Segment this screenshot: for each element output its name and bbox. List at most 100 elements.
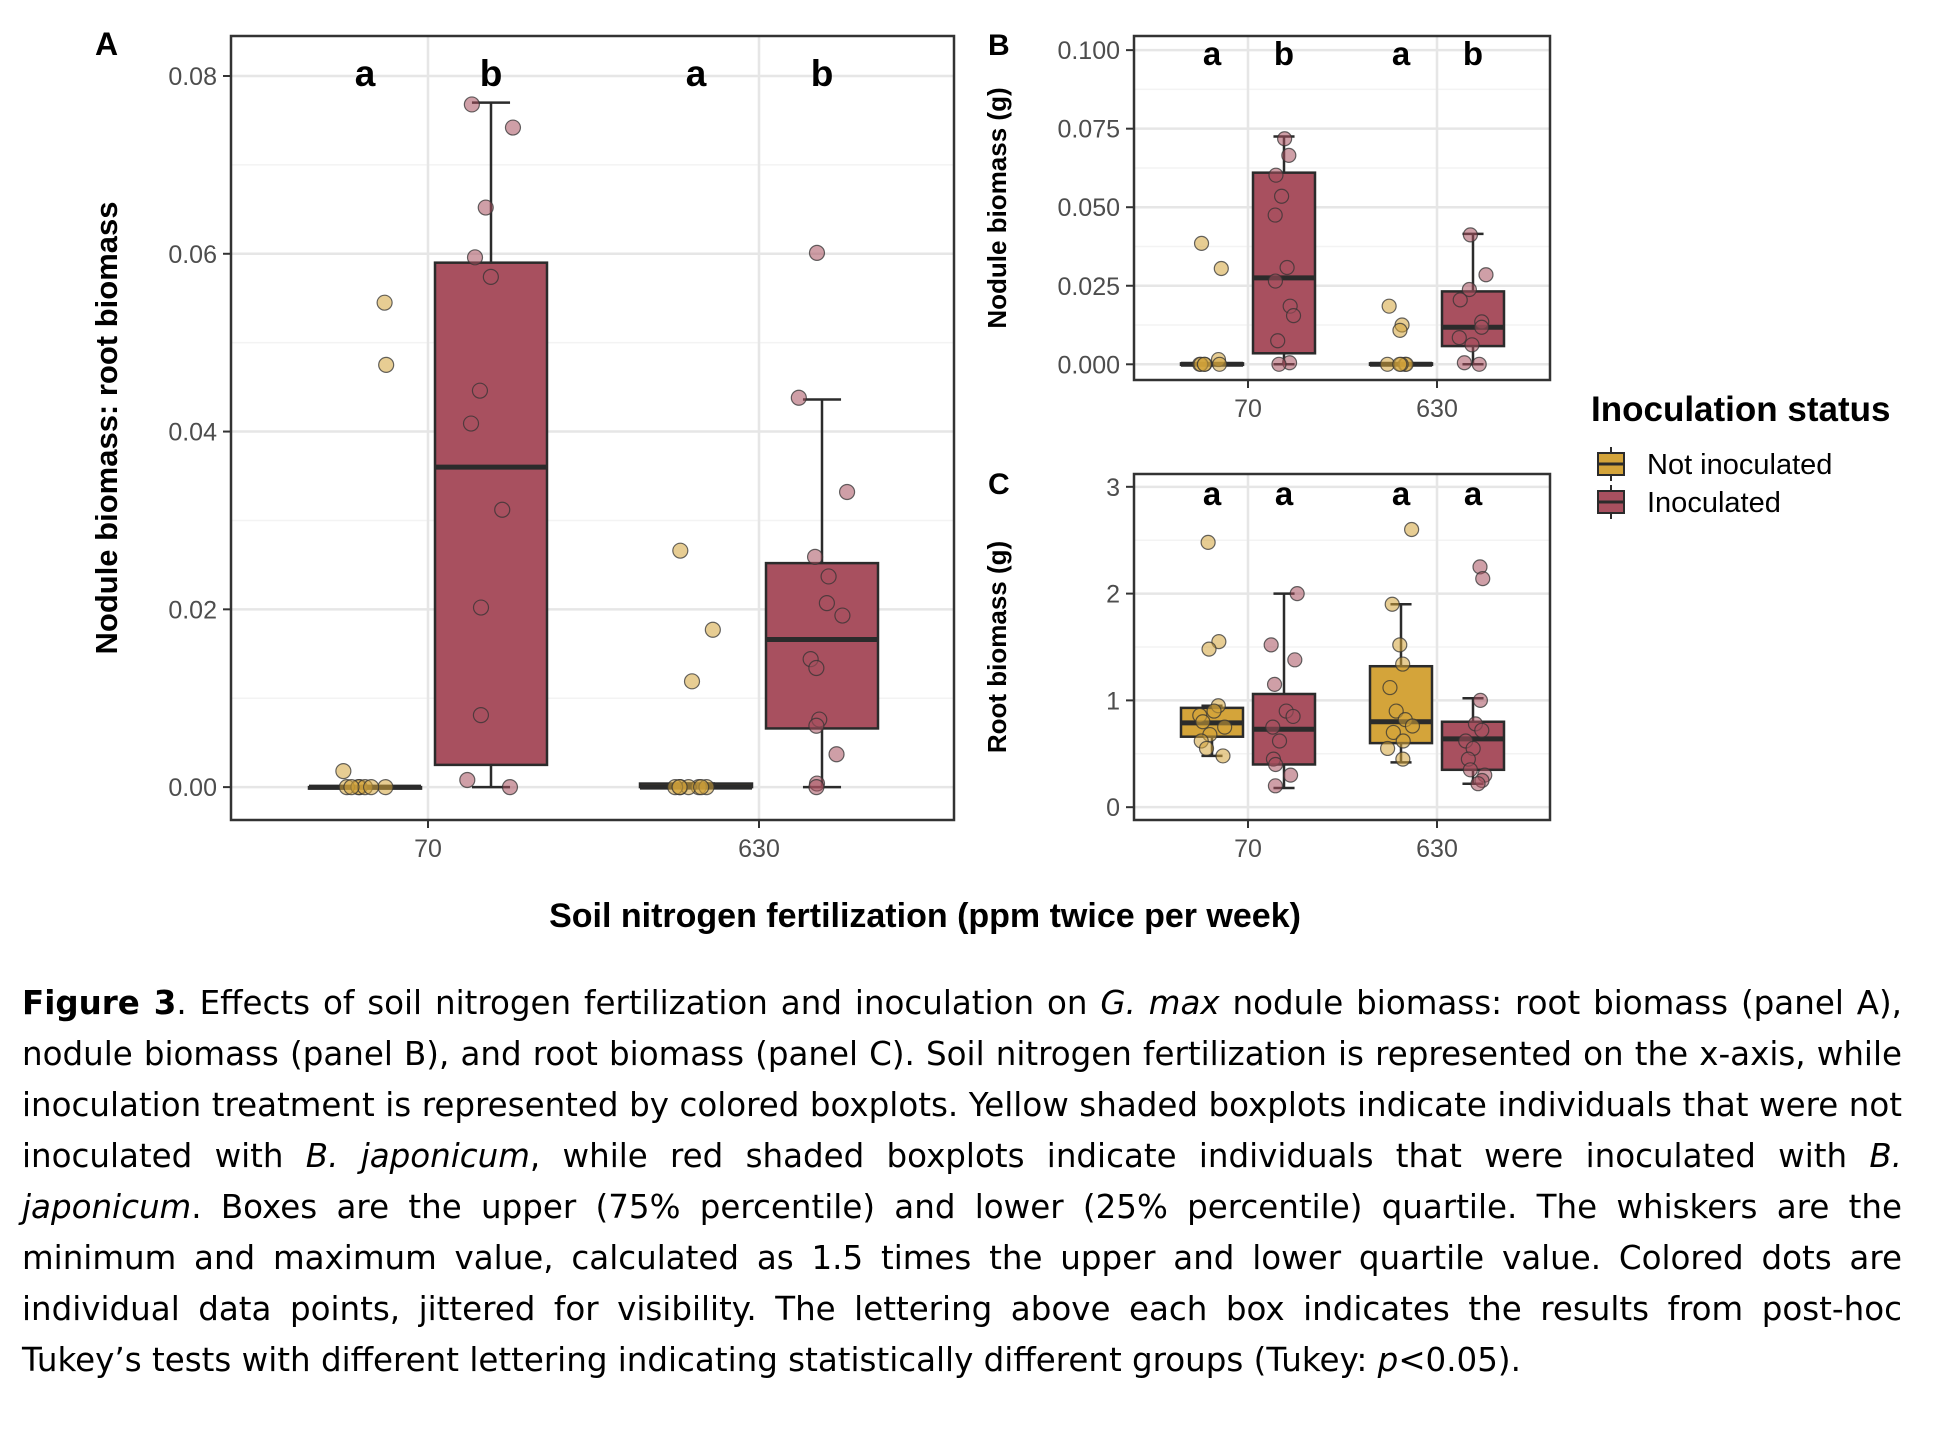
data-point xyxy=(459,771,476,789)
x-axis-label: Soil nitrogen fertilization (ppm twice p… xyxy=(549,897,1301,935)
tukey-letter: b xyxy=(480,53,503,94)
tukey-letter: a xyxy=(1203,35,1222,72)
legend-label: Not inoculated xyxy=(1647,449,1832,481)
data-point xyxy=(1285,708,1301,725)
data-point xyxy=(1271,733,1288,749)
data-point xyxy=(463,96,480,113)
data-point xyxy=(1206,703,1222,719)
data-point xyxy=(806,548,824,565)
data-point xyxy=(1267,756,1284,773)
legend: Inoculation status Not inoculated Inoculat… xyxy=(1591,390,1890,519)
box-b-not-inoculated-630 xyxy=(1368,298,1434,372)
data-point xyxy=(1475,571,1491,587)
data-point xyxy=(834,607,851,624)
figure: 0.00 0.02 0.04 0.06 0.08 70 630 a b a b A Nodule bio… xyxy=(89,26,1890,935)
tukey-letter: a xyxy=(1275,475,1294,512)
data-point xyxy=(504,119,522,136)
data-point xyxy=(1474,722,1490,738)
data-point xyxy=(335,763,352,780)
data-point xyxy=(494,501,511,518)
y-tick-label: 0.08 xyxy=(168,63,217,91)
y-tick-label: 3 xyxy=(1106,474,1120,502)
y-tick-label: 0.04 xyxy=(168,419,217,447)
data-point xyxy=(1381,298,1397,314)
y-tick-label: 2 xyxy=(1106,581,1120,609)
box-b-inoculated-70 xyxy=(1251,131,1317,372)
data-point xyxy=(828,746,845,763)
data-point xyxy=(1452,292,1468,308)
tukey-letter: b xyxy=(1463,35,1483,72)
figure-caption: Figure 3. Effects of soil nitrogen ferti… xyxy=(22,978,1902,1386)
data-point xyxy=(363,779,380,796)
data-point xyxy=(1392,637,1408,653)
box-a-not-inoculated-70 xyxy=(307,294,423,796)
data-point xyxy=(1395,751,1411,767)
data-point xyxy=(671,779,688,796)
box-a-not-inoculated-630 xyxy=(638,542,754,796)
panel-label: B xyxy=(988,29,1010,62)
iqr-box xyxy=(764,561,880,730)
panel-c: 0 1 2 3 70 630 a a a a C Root biomass (g) xyxy=(982,468,1552,863)
data-point xyxy=(1198,740,1215,757)
tukey-letter: a xyxy=(686,53,707,94)
data-point xyxy=(1279,259,1295,276)
data-point xyxy=(790,389,807,406)
y-tick-label: 0.025 xyxy=(1057,273,1120,301)
data-point xyxy=(378,356,395,373)
box-c-inoculated-70 xyxy=(1251,586,1317,794)
caption-italic-term: G. max xyxy=(1100,984,1220,1022)
y-tick-label: 0.00 xyxy=(168,774,217,802)
box-b-not-inoculated-70 xyxy=(1179,235,1245,372)
data-point xyxy=(1274,188,1290,204)
plot-frame xyxy=(1132,34,1552,382)
data-point xyxy=(376,294,393,311)
y-axis-label: Nodule biomass: root biomass xyxy=(89,201,124,654)
data-point xyxy=(1385,724,1401,741)
y-tick-label: 0.06 xyxy=(168,241,217,269)
data-point xyxy=(1215,748,1231,764)
y-axis-label: Root biomass (g) xyxy=(982,541,1012,753)
y-tick-label: 0.050 xyxy=(1057,194,1120,222)
data-point xyxy=(1196,356,1212,372)
plot-frame xyxy=(1132,472,1552,822)
box-c-not-inoculated-630 xyxy=(1368,521,1434,767)
box-a-inoculated-630 xyxy=(764,244,880,796)
data-point xyxy=(1271,356,1287,372)
data-point xyxy=(1395,733,1411,749)
tukey-letter: b xyxy=(1274,35,1294,72)
data-point xyxy=(1470,776,1486,792)
panel-b: 0.000 0.025 0.050 0.075 0.100 70 630 a b a b B Nodul… xyxy=(982,29,1552,423)
data-point xyxy=(808,779,825,796)
data-point xyxy=(1193,235,1210,251)
data-point xyxy=(1392,322,1408,338)
data-point xyxy=(1281,147,1297,163)
data-point xyxy=(1213,260,1229,277)
data-point xyxy=(672,542,689,559)
data-point xyxy=(808,659,825,677)
data-point xyxy=(1265,719,1281,735)
box-c-inoculated-630 xyxy=(1440,559,1506,792)
data-point xyxy=(1472,692,1488,708)
legend-title: Inoculation status xyxy=(1591,390,1890,429)
legend-key xyxy=(1597,485,1625,519)
data-point xyxy=(1404,718,1421,734)
caption-italic-term: B. japonicum xyxy=(22,1137,1903,1226)
data-point xyxy=(1211,356,1228,372)
box-b-inoculated-630 xyxy=(1440,227,1506,372)
data-point xyxy=(1287,652,1303,668)
data-point xyxy=(472,599,490,616)
data-point xyxy=(472,707,490,724)
data-point xyxy=(1282,767,1299,783)
y-tick-label: 0.02 xyxy=(168,596,217,624)
tukey-letter: a xyxy=(1203,475,1222,512)
data-point xyxy=(1277,131,1293,147)
data-point xyxy=(693,779,710,796)
caption-text: . Effects of soil nitrogen fertilization… xyxy=(176,984,1101,1022)
data-point xyxy=(1267,778,1284,794)
x-tick-label: 630 xyxy=(1416,835,1458,863)
data-point xyxy=(1201,641,1217,657)
data-point xyxy=(818,595,835,612)
caption-italic-term: B. japonicum xyxy=(305,1137,530,1175)
data-point xyxy=(1471,356,1487,372)
data-point xyxy=(1289,586,1305,602)
